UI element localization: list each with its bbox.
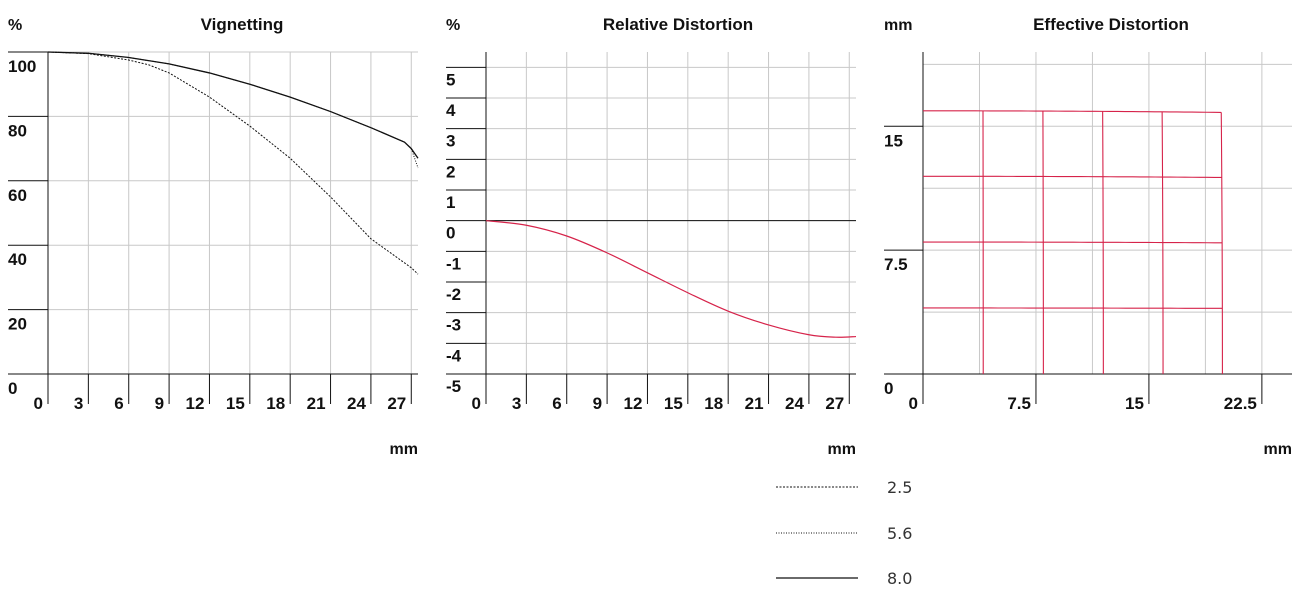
effective-distortion-x-tick-label: 7.5 <box>1007 394 1031 413</box>
effective-distortion-y-tick-label: 0 <box>884 379 893 398</box>
effective-distortion-y-tick-label: 15 <box>884 131 903 150</box>
vignetting-x-tick-label: 12 <box>186 394 205 413</box>
relative-distortion-x-tick-label: 18 <box>704 394 723 413</box>
vignetting-x-tick-label: 3 <box>74 394 83 413</box>
effective-distortion-red-hline <box>922 110 1222 113</box>
vignetting-series-2-5 <box>47 51 419 275</box>
relative-distortion-y-tick-label: 2 <box>446 162 455 181</box>
legend: 2.5 5.6 8.0 <box>776 478 912 588</box>
relative-distortion-x-tick-label: 12 <box>624 394 643 413</box>
vignetting-y-tick-label: 40 <box>8 250 27 269</box>
relative-distortion-x-tick-label: 6 <box>552 394 561 413</box>
effective-distortion-y-unit: mm <box>884 17 912 34</box>
relative-distortion-x-tick-label: 24 <box>785 394 804 413</box>
relative-distortion-x-unit: mm <box>828 441 856 458</box>
vignetting-y-tick-label: 20 <box>8 315 27 334</box>
relative-distortion-x-tick-label: 3 <box>512 394 521 413</box>
legend-label-2-5: 2.5 <box>887 478 912 497</box>
effective-distortion-red-hline <box>922 175 1222 179</box>
relative-distortion-x-tick-label: 9 <box>593 394 602 413</box>
vignetting-x-tick-label: 27 <box>387 394 406 413</box>
relative-distortion-curve <box>485 220 857 338</box>
relative-distortion-y-tick-label: -1 <box>446 254 461 273</box>
relative-distortion-x-tick-label: 21 <box>745 394 764 413</box>
effective-distortion-x-tick-label: 15 <box>1125 394 1144 413</box>
vignetting-x-tick-label: 24 <box>347 394 366 413</box>
effective-distortion-chart: mm Effective Distortion mm 0 7.5 15 0 7.5 15 2… <box>884 15 1292 458</box>
vignetting-x-tick-label: 18 <box>266 394 285 413</box>
effective-distortion-x-unit: mm <box>1264 441 1292 458</box>
relative-distortion-y-tick-label: 1 <box>446 193 455 212</box>
effective-distortion-title: Effective Distortion <box>1033 15 1189 34</box>
vignetting-series-8-0 <box>47 51 419 159</box>
relative-distortion-x-tick-label: 27 <box>825 394 844 413</box>
relative-distortion-title: Relative Distortion <box>603 15 753 34</box>
relative-distortion-y-tick-label: 5 <box>446 70 455 89</box>
vignetting-y-unit: % <box>8 17 22 34</box>
relative-distortion-y-tick-label: -4 <box>446 346 462 365</box>
vignetting-y-tick-label: 100 <box>8 57 36 76</box>
relative-distortion-y-unit: % <box>446 17 460 34</box>
relative-distortion-y-tick-label: 0 <box>446 224 455 243</box>
vignetting-title: Vignetting <box>201 15 284 34</box>
vignetting-y-tick-label: 80 <box>8 121 27 140</box>
effective-distortion-y-tick-label: 7.5 <box>884 255 908 274</box>
relative-distortion-y-tick-label: 4 <box>446 101 456 120</box>
vignetting-y-tick-label: 60 <box>8 186 27 205</box>
relative-distortion-y-tick-label: 3 <box>446 132 455 151</box>
relative-distortion-x-tick-label: 0 <box>472 394 481 413</box>
vignetting-x-tick-label: 6 <box>114 394 123 413</box>
legend-label-8-0: 8.0 <box>887 569 912 588</box>
vignetting-x-unit: mm <box>390 441 418 458</box>
effective-distortion-x-tick-label: 0 <box>909 394 918 413</box>
vignetting-chart: % Vignetting mm 0 20 40 60 80 100 0 3 6 9 12 15 18 21… <box>8 15 419 458</box>
vignetting-x-tick-label: 0 <box>34 394 43 413</box>
relative-distortion-y-tick-label: -3 <box>446 316 461 335</box>
legend-label-5-6: 5.6 <box>887 524 912 543</box>
relative-distortion-y-tick-label: -5 <box>446 377 461 396</box>
vignetting-x-tick-label: 21 <box>307 394 326 413</box>
vignetting-x-tick-label: 15 <box>226 394 245 413</box>
effective-distortion-x-tick-label: 22.5 <box>1224 394 1257 413</box>
vignetting-x-tick-label: 9 <box>155 394 164 413</box>
effective-distortion-red-hline <box>922 241 1223 244</box>
vignetting-series-5-6 <box>47 51 419 169</box>
relative-distortion-x-tick-label: 15 <box>664 394 683 413</box>
relative-distortion-y-tick-label: -2 <box>446 285 461 304</box>
vignetting-y-tick-label: 0 <box>8 379 17 398</box>
relative-distortion-chart: % Relative Distortion mm -5-4-3-2-101234… <box>446 15 857 458</box>
